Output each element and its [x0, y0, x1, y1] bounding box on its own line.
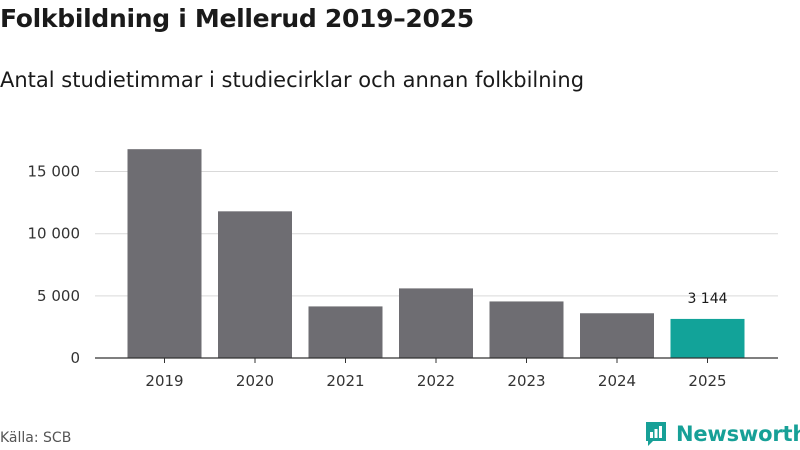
bar-2022	[399, 288, 473, 358]
labels: 0 5 000 10 000 15 000 2019 2020 2021 2022 2023 20…	[28, 163, 728, 390]
chart-subtitle: Antal studietimmar i studiecirklar och a…	[0, 68, 585, 92]
x-tick-label: 2023	[507, 372, 545, 390]
bar-chart: 0 5 000 10 000 15 000 2019 2020 2021 2022 2023 20…	[28, 149, 778, 390]
chart-title: Folkbildning i Mellerud 2019–2025	[0, 4, 474, 33]
bar-2021	[308, 306, 383, 358]
newsworthy-logo-icon	[646, 422, 666, 446]
bar-2023	[489, 301, 564, 358]
brand-name: Newsworthy	[676, 422, 800, 446]
x-tick-label: 2022	[417, 372, 455, 390]
x-tick-label: 2020	[236, 372, 274, 390]
x-tick-label: 2025	[688, 372, 726, 390]
x-tick-label: 2019	[145, 372, 183, 390]
source-note: Källa: SCB	[0, 430, 72, 446]
x-tick-label: 2024	[598, 372, 636, 390]
y-tick-label: 5 000	[37, 287, 80, 305]
y-tick-label: 0	[70, 349, 80, 367]
y-tick-label: 10 000	[28, 225, 81, 243]
bar-2024	[580, 313, 654, 358]
bar-2019	[127, 149, 202, 358]
y-tick-label: 15 000	[28, 163, 81, 181]
bar-2020	[218, 211, 292, 358]
data-label: 3 144	[687, 291, 727, 307]
brand-logo: Newsworthy	[644, 420, 800, 448]
bars	[95, 149, 778, 363]
bar-2025	[670, 318, 745, 358]
x-tick-label: 2021	[326, 372, 364, 390]
